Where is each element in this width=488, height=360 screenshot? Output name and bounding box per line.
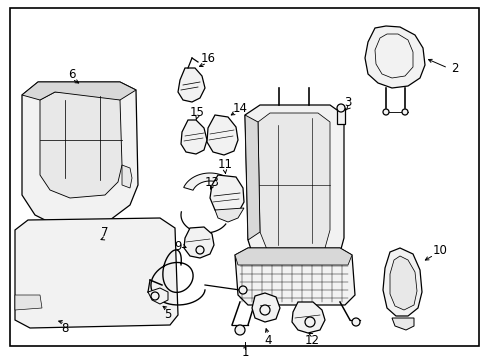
Polygon shape — [258, 113, 329, 260]
Polygon shape — [181, 120, 206, 154]
Circle shape — [336, 104, 345, 112]
Text: 1: 1 — [241, 346, 248, 360]
Polygon shape — [183, 173, 238, 203]
Polygon shape — [244, 115, 260, 240]
Polygon shape — [364, 26, 424, 88]
Polygon shape — [148, 288, 168, 304]
Polygon shape — [178, 68, 204, 102]
Polygon shape — [15, 218, 178, 328]
Text: 6: 6 — [68, 68, 76, 81]
Text: 9: 9 — [174, 239, 182, 252]
Polygon shape — [235, 248, 351, 265]
Text: 4: 4 — [264, 333, 271, 346]
Polygon shape — [40, 92, 122, 198]
Text: 13: 13 — [204, 175, 219, 189]
Polygon shape — [22, 82, 138, 225]
Polygon shape — [15, 295, 42, 310]
Polygon shape — [215, 208, 244, 222]
Polygon shape — [206, 115, 238, 155]
Text: 12: 12 — [304, 333, 319, 346]
Bar — [336, 108, 345, 124]
Polygon shape — [291, 302, 325, 333]
Polygon shape — [22, 82, 136, 100]
Polygon shape — [391, 318, 413, 330]
Text: 15: 15 — [189, 105, 204, 118]
Circle shape — [401, 109, 407, 115]
Circle shape — [239, 286, 246, 294]
Polygon shape — [122, 165, 132, 188]
Circle shape — [260, 305, 269, 315]
Text: 10: 10 — [432, 243, 447, 256]
Text: 11: 11 — [217, 158, 232, 171]
Circle shape — [382, 109, 388, 115]
Text: 7: 7 — [101, 226, 108, 239]
Text: 2: 2 — [450, 62, 458, 75]
Polygon shape — [382, 248, 421, 316]
Text: 16: 16 — [200, 51, 215, 64]
Polygon shape — [389, 256, 416, 310]
Polygon shape — [209, 175, 244, 216]
Text: 3: 3 — [344, 96, 351, 109]
Text: 14: 14 — [232, 102, 247, 114]
Polygon shape — [235, 248, 354, 305]
Polygon shape — [183, 227, 214, 258]
Text: 5: 5 — [164, 309, 171, 321]
Text: 8: 8 — [61, 321, 68, 334]
Circle shape — [351, 318, 359, 326]
Circle shape — [235, 325, 244, 335]
Polygon shape — [251, 293, 280, 322]
Polygon shape — [244, 105, 343, 276]
